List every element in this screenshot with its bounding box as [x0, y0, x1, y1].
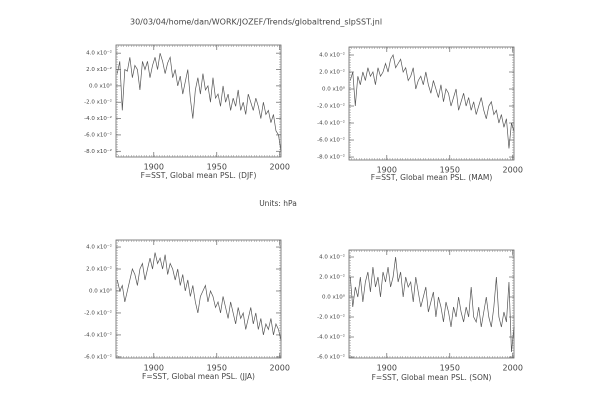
y-tick-label: -6.0 x10⁻² [84, 131, 112, 138]
plot-frame [115, 239, 282, 359]
x-tick-label: 1900 [144, 364, 164, 373]
y-tick-label: 4.0 x10⁻² [319, 51, 345, 58]
x-tick-label: 2000 [270, 364, 290, 373]
page-title: 30/03/04/home/dan/WORK/JOZEF/Trends/glob… [130, 18, 382, 27]
plot-frame [348, 46, 515, 161]
x-tick-label: 1950 [207, 364, 227, 373]
y-tick-label: 2.0 x10⁻² [86, 266, 112, 273]
x-tick-label: 1950 [440, 166, 460, 175]
y-tick-label: 4.0 x10⁻² [86, 244, 112, 251]
y-tick-label: -6.0 x10⁻² [84, 353, 112, 360]
y-tick-label: -6.0 x10⁻² [317, 137, 345, 144]
series-line [349, 256, 515, 353]
plot-frame [348, 249, 515, 359]
y-tick-label: -4.0 x10⁻² [84, 115, 112, 122]
x-tick-label: 1900 [144, 163, 164, 172]
y-tick-label: -4.0 x10⁻² [317, 120, 345, 127]
chart-title: F=SST, Global mean PSL. (JJA) [142, 372, 255, 381]
units-label: Units: hPa [259, 199, 297, 208]
y-tick-label: -8.0 x10⁻² [317, 154, 345, 161]
series-line [116, 53, 282, 152]
y-tick-label: -2.0 x10⁻² [317, 314, 345, 321]
y-tick-label: 0.0 x10⁰ [89, 287, 113, 294]
y-tick-label: -2.0 x10⁻² [84, 309, 112, 316]
series-line [349, 54, 515, 149]
chart-title: F=SST, Global mean PSL. (DJF) [141, 171, 257, 180]
x-tick-label: 2000 [503, 364, 523, 373]
x-tick-label: 1900 [377, 364, 397, 373]
y-tick-label: 2.0 x10⁻² [319, 68, 345, 75]
y-tick-label: 0.0 x10⁰ [89, 82, 113, 89]
y-tick-label: 2.0 x10⁻² [86, 66, 112, 73]
y-tick-label: 4.0 x10⁻² [86, 50, 112, 57]
x-tick-label: 2000 [270, 163, 290, 172]
chart-title: F=SST, Global mean PSL. (SON) [372, 373, 492, 382]
x-tick-label: 1950 [207, 163, 227, 172]
y-tick-label: 0.0 x10⁰ [322, 294, 346, 301]
y-tick-label: -4.0 x10⁻² [317, 334, 345, 341]
y-tick-label: 0.0 x10⁰ [322, 86, 346, 93]
y-tick-label: 4.0 x10⁻² [319, 254, 345, 261]
y-tick-label: -8.0 x10⁻² [84, 148, 112, 155]
y-tick-label: -6.0 x10⁻² [317, 354, 345, 361]
plot-frame [115, 44, 282, 158]
chart-title: F=SST, Global mean PSL. (MAM) [371, 173, 493, 182]
y-tick-label: -4.0 x10⁻² [84, 331, 112, 338]
y-tick-label: -2.0 x10⁻² [84, 99, 112, 106]
x-tick-label: 1900 [377, 166, 397, 175]
x-tick-label: 2000 [503, 166, 523, 175]
y-tick-label: -2.0 x10⁻² [317, 103, 345, 110]
x-tick-label: 1950 [440, 364, 460, 373]
series-line [116, 252, 282, 341]
y-tick-label: 2.0 x10⁻² [319, 274, 345, 281]
